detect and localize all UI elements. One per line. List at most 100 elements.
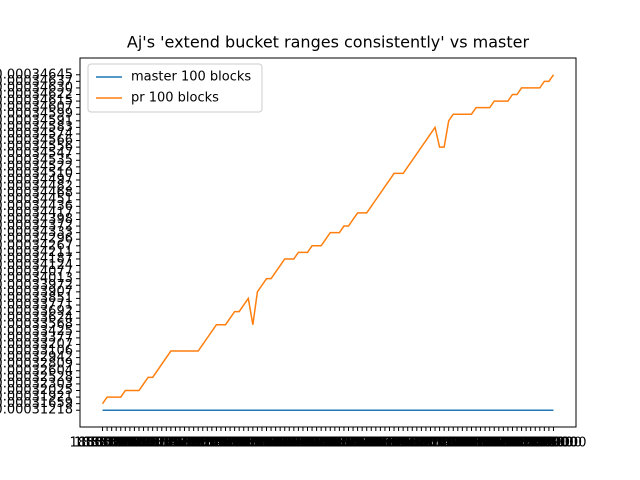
y-tick-label: 0.00032528 [0,370,73,385]
y-tick-label: 0.00034267 [0,238,73,253]
x-tick-label: 18566000 [370,436,436,451]
x-tick-label: 18582000 [443,436,509,451]
x-tick-label: 18508000 [106,436,172,451]
x-tick-label: 18572000 [397,436,463,451]
x-tick-label: 18561000 [347,436,413,451]
x-tick-label: 18543000 [265,436,331,451]
x-tick-label: 18546000 [279,436,345,451]
chart-title: Aj's 'extend bucket ranges consistently'… [127,33,530,52]
x-tick-label: 18541000 [256,436,322,451]
x-tick-label: 18562000 [352,436,418,451]
x-tick-label: 18590000 [479,436,545,451]
x-tick-label: 18556000 [325,436,391,451]
y-tick-label: 0.00033425 [0,324,73,339]
y-tick-label: 0.00032604 [0,363,73,378]
x-tick-label: 18548000 [288,436,354,451]
x-tick-label: 18504000 [88,436,154,451]
y-tick-label: 0.00034566 [0,133,73,148]
y-tick-label: 0.00034583 [0,120,73,135]
x-tick-label: 18510000 [115,436,181,451]
y-tick-label: 0.00034398 [0,212,73,227]
x-tick-label: 18583000 [447,436,513,451]
y-tick-label: 0.00034187 [0,251,73,266]
x-tick-label: 18584000 [452,436,518,451]
x-tick-label: 18565000 [366,436,432,451]
x-tick-label: 18514000 [133,436,199,451]
y-tick-label: 0.00034591 [0,113,73,128]
y-tick-label: 0.00033624 [0,311,73,326]
x-tick-label: 18577000 [420,436,486,451]
x-tick-label: 18538000 [243,436,309,451]
legend-box [87,63,263,113]
y-tick-label: 0.00034622 [0,87,73,102]
y-tick-label: 0.00034607 [0,100,73,115]
x-tick-label: 18507000 [101,436,167,451]
y-tick-label: 0.00032303 [0,376,73,391]
x-tick-label: 18516000 [142,436,208,451]
x-tick-label: 18560000 [343,436,409,451]
x-tick-label: 18581000 [438,436,504,451]
x-tick-label: 18520000 [161,436,227,451]
y-tick-label: 0.00034372 [0,219,73,234]
x-tick-label: 18521000 [165,436,231,451]
series-line [101,74,555,405]
plot-frame [79,57,577,428]
y-tick-label: 0.00032025 [0,383,73,398]
x-tick-label: 18545000 [274,436,340,451]
x-tick-label: 18574000 [407,436,473,451]
y-tick-label: 0.00034482 [0,179,73,194]
x-tick-label: 18547000 [284,436,350,451]
x-tick-label: 18585000 [457,436,523,451]
y-tick-label: 0.00033377 [0,330,73,345]
y-tick-label: 0.00034645 [0,67,73,82]
y-tick-label: 0.00034468 [0,186,73,201]
y-tick-label: 0.00034211 [0,245,73,260]
x-tick-label: 18592000 [488,436,554,451]
x-tick-label: 18569000 [384,436,450,451]
x-tick-label: 18586000 [461,436,527,451]
y-tick-label: 0.00031659 [0,396,73,411]
x-tick-label: 18596000 [507,436,573,451]
y-tick-label: 0.00034296 [0,232,73,247]
y-tick-label: 0.00034417 [0,205,73,220]
y-tick-label: 0.00034637 [0,74,73,89]
x-tick-label: 18537000 [238,436,304,451]
x-tick-label: 18535000 [229,436,295,451]
x-tick-label: 18524000 [179,436,245,451]
y-tick-label: 0.00034013 [0,271,73,286]
x-tick-label: 18530000 [206,436,272,451]
x-tick-label: 18529000 [202,436,268,451]
x-tick-label: 18587000 [466,436,532,451]
y-tick-label: 0.00034599 [0,107,73,122]
y-tick-label: 0.00031921 [0,390,73,405]
x-tick-label: 18558000 [334,436,400,451]
x-tick-label: 18509000 [110,436,176,451]
x-tick-label: 18567000 [375,436,441,451]
legend-label: pr 100 blocks [131,91,219,106]
x-tick-label: 18578000 [425,436,491,451]
x-tick-label: 18540000 [252,436,318,451]
x-tick-label: 18531000 [211,436,277,451]
x-tick-label: 18573000 [402,436,468,451]
x-tick-label: 18575000 [411,436,477,451]
y-tick-label: 0.00033907 [0,284,73,299]
x-tick-label: 18553000 [311,436,377,451]
y-tick-label: 0.00034574 [0,126,73,141]
x-tick-label: 18523000 [174,436,240,451]
y-tick-label: 0.00034077 [0,265,73,280]
y-tick-label: 0.00033771 [0,297,73,312]
y-tick-label: 0.00034547 [0,146,73,161]
x-tick-label: 18593000 [493,436,559,451]
y-tick-label: 0.00034333 [0,225,73,240]
x-tick-label: 18501000 [74,436,140,451]
x-tick-label: 18536000 [233,436,299,451]
x-tick-label: 18570000 [388,436,454,451]
y-tick-label: 0.00032942 [0,350,73,365]
x-tick-label: 18503000 [83,436,149,451]
x-tick-label: 18544000 [270,436,336,451]
y-tick-label: 0.00034630 [0,80,73,95]
x-tick-label: 18595000 [502,436,568,451]
y-tick-label: 0.00033568 [0,317,73,332]
x-tick-label: 18598000 [516,436,582,451]
x-tick-label: 18594000 [498,436,564,451]
